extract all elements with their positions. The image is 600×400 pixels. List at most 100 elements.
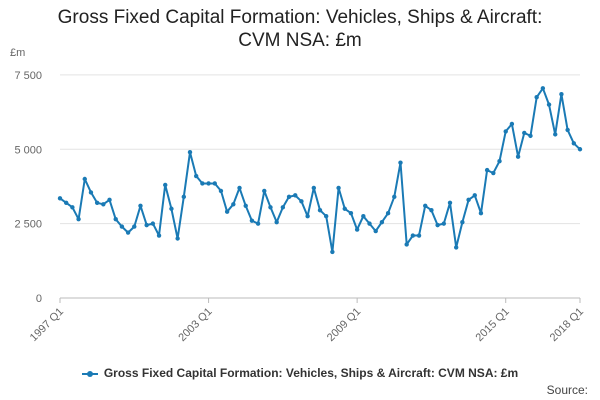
data-point[interactable] — [262, 188, 267, 194]
gridlines — [60, 74, 580, 299]
data-point[interactable] — [119, 224, 125, 229]
y-axis-unit: £m — [10, 47, 25, 59]
data-point[interactable] — [348, 211, 354, 216]
data-point[interactable] — [503, 129, 508, 134]
data-point[interactable] — [416, 233, 422, 238]
data-point[interactable] — [392, 194, 397, 200]
data-point[interactable] — [82, 176, 87, 182]
legend[interactable]: Gross Fixed Capital Formation: Vehicles,… — [0, 366, 600, 380]
data-point[interactable] — [187, 150, 193, 155]
data-point[interactable] — [497, 158, 502, 164]
data-point[interactable] — [169, 206, 174, 211]
data-point[interactable] — [212, 181, 217, 186]
data-point[interactable] — [311, 185, 317, 191]
chart-title: Gross Fixed Capital Formation: Vehicles,… — [0, 6, 600, 52]
data-point[interactable] — [132, 224, 137, 229]
data-point[interactable] — [491, 170, 496, 176]
data-point[interactable] — [571, 141, 577, 146]
data-point[interactable] — [330, 249, 335, 255]
data-point[interactable] — [57, 196, 63, 201]
data-point[interactable] — [515, 154, 521, 159]
data-point[interactable] — [410, 233, 416, 238]
data-point[interactable] — [441, 221, 447, 226]
data-point[interactable] — [218, 188, 224, 194]
data-point[interactable] — [447, 200, 453, 205]
x-tick-label: 1997 Q1 — [28, 306, 66, 344]
data-point[interactable] — [453, 245, 459, 250]
data-point[interactable] — [509, 121, 515, 127]
data-point[interactable] — [156, 233, 162, 238]
data-point[interactable] — [423, 203, 428, 208]
data-point[interactable] — [107, 197, 112, 203]
x-tick-label: 2003 Q1 — [176, 306, 214, 344]
chart-title-line-2: CVM NSA: £m — [238, 30, 362, 51]
data-point[interactable] — [237, 185, 242, 191]
data-point[interactable] — [398, 160, 403, 165]
data-point[interactable] — [342, 206, 347, 211]
data-point[interactable] — [460, 219, 465, 225]
data-point[interactable] — [193, 173, 199, 179]
data-point[interactable] — [243, 203, 248, 208]
data-point[interactable] — [317, 208, 323, 213]
data-point[interactable] — [354, 227, 360, 232]
data-point[interactable] — [305, 213, 310, 219]
data-point[interactable] — [466, 197, 471, 203]
data-point[interactable] — [361, 213, 366, 219]
data-point[interactable] — [435, 222, 440, 228]
data-point[interactable] — [472, 193, 477, 198]
data-point[interactable] — [528, 133, 533, 139]
data-point[interactable] — [484, 167, 490, 173]
data-point[interactable] — [559, 92, 564, 97]
data-point[interactable] — [323, 213, 329, 219]
data-point[interactable] — [478, 211, 484, 216]
data-point[interactable] — [94, 200, 100, 205]
data-point[interactable] — [175, 236, 180, 241]
data-point[interactable] — [553, 132, 558, 137]
data-point[interactable] — [565, 127, 570, 133]
data-point[interactable] — [138, 203, 143, 208]
data-point[interactable] — [385, 211, 391, 216]
data-point[interactable] — [373, 228, 378, 234]
x-tick-label: 2018 Q1 — [548, 306, 586, 344]
data-point[interactable] — [268, 205, 273, 210]
data-point[interactable] — [367, 221, 372, 226]
data-point[interactable] — [101, 202, 106, 207]
data-point[interactable] — [336, 185, 341, 191]
data-point[interactable] — [577, 147, 583, 152]
y-tick-label: 5 000 — [14, 144, 42, 156]
data-point[interactable] — [404, 242, 409, 247]
data-point[interactable] — [546, 102, 552, 107]
y-tick-label: 0 — [36, 293, 42, 305]
data-point[interactable] — [299, 199, 304, 204]
data-point[interactable] — [224, 209, 230, 214]
data-point[interactable] — [255, 221, 261, 226]
data-point[interactable] — [150, 221, 156, 226]
data-point[interactable] — [88, 190, 94, 195]
data-point[interactable] — [249, 218, 255, 223]
data-point[interactable] — [163, 182, 168, 188]
data-point[interactable] — [144, 222, 149, 228]
data-point[interactable] — [70, 205, 75, 210]
data-point[interactable] — [274, 219, 279, 225]
data-point[interactable] — [534, 94, 539, 100]
data-point[interactable] — [293, 193, 298, 198]
data-point[interactable] — [76, 216, 81, 222]
data-point[interactable] — [63, 200, 69, 205]
data-point[interactable] — [522, 130, 527, 136]
data-point[interactable] — [200, 181, 205, 186]
series-line-0 — [59, 87, 581, 253]
data-point[interactable] — [231, 202, 236, 207]
data-point[interactable] — [280, 205, 286, 210]
data-point[interactable] — [125, 230, 131, 235]
data-point[interactable] — [429, 208, 434, 213]
y-tick-label: 7 500 — [14, 70, 42, 82]
data-point[interactable] — [181, 194, 187, 200]
data-point[interactable] — [379, 219, 385, 225]
x-tick-label: 2015 Q1 — [474, 306, 512, 344]
data-point[interactable] — [286, 194, 292, 200]
data-point[interactable] — [113, 216, 118, 222]
y-axis-ticks: 0 2 500 5 000 7 500 — [14, 70, 42, 305]
data-point[interactable] — [206, 181, 211, 186]
data-point[interactable] — [540, 86, 546, 91]
series-group — [57, 86, 583, 255]
